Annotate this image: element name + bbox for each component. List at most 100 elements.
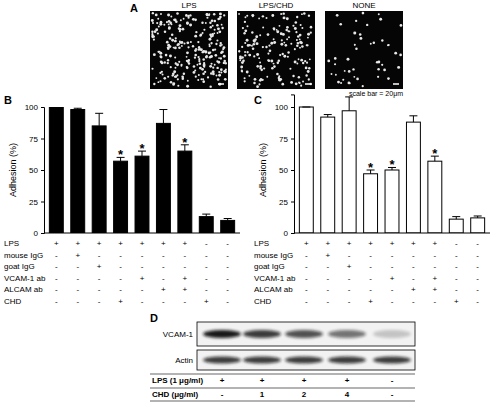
y-tick-mark <box>41 107 44 108</box>
cell <box>153 83 155 85</box>
cell <box>244 77 246 79</box>
image-title: LPS/CHD <box>259 1 294 10</box>
cell <box>197 41 199 43</box>
cell <box>281 83 284 86</box>
band-label: Actin <box>175 356 193 365</box>
condition-mark: - <box>98 297 101 306</box>
cell <box>307 70 310 73</box>
condition-mark: - <box>434 262 437 271</box>
plot-area <box>299 97 484 233</box>
cell <box>286 38 288 40</box>
cell <box>296 39 298 41</box>
y-tick-mark <box>291 139 294 140</box>
cell <box>197 79 199 81</box>
cell <box>342 79 344 81</box>
condition-mark: - <box>455 251 458 260</box>
cell <box>297 42 299 44</box>
condition-mark: - <box>98 285 101 294</box>
condition-mark: - <box>98 251 101 260</box>
cell <box>256 85 259 88</box>
cell <box>214 29 216 31</box>
condition-mark: - <box>205 239 208 248</box>
condition-label: goat IgG <box>254 262 285 271</box>
cell <box>164 31 167 34</box>
condition-mark: - <box>76 297 79 306</box>
bar <box>385 170 399 233</box>
blot-band <box>373 330 411 338</box>
condition-mark: - <box>184 251 187 260</box>
y-tick: 50 <box>29 166 44 175</box>
cell <box>194 49 197 52</box>
condition-mark: - <box>412 262 415 271</box>
condition-label: VCAM-1 ab <box>4 274 46 283</box>
cell <box>208 43 210 45</box>
condition-label: VCAM-1 ab <box>254 274 296 283</box>
cell <box>175 20 178 23</box>
cell <box>210 55 213 58</box>
cell <box>199 34 202 37</box>
error-bar <box>202 214 210 217</box>
condition-mark: - <box>305 274 308 283</box>
condition-mark: - <box>476 262 479 271</box>
condition-mark: - <box>326 262 329 271</box>
error-bar-cap <box>324 114 332 115</box>
cell <box>152 12 154 14</box>
y-tick-label: 25 <box>279 198 288 207</box>
cell <box>157 81 159 83</box>
y-tick-label: 25 <box>29 198 38 207</box>
cell <box>387 44 389 46</box>
cell <box>166 41 169 44</box>
cell <box>294 61 297 64</box>
cell <box>266 17 268 19</box>
cell <box>193 65 196 68</box>
cell <box>260 69 263 72</box>
condition-mark: - <box>412 297 415 306</box>
y-axis-title: Adhesion (%) <box>258 143 268 197</box>
cell <box>218 57 220 59</box>
blot-band <box>373 357 411 364</box>
cell <box>212 49 215 52</box>
cell <box>208 51 211 54</box>
condition-label: CHD (μg/ml) <box>152 390 199 399</box>
cell <box>381 39 383 41</box>
cell <box>212 25 214 27</box>
scale-bar <box>393 83 399 85</box>
bar <box>406 122 420 233</box>
y-tick: 75 <box>279 135 294 144</box>
cell <box>162 73 164 75</box>
cell <box>261 79 263 81</box>
cell <box>174 56 176 58</box>
condition-label: CHD <box>254 297 272 306</box>
condition-mark: + <box>220 376 225 385</box>
cell <box>294 27 297 30</box>
cell <box>203 62 205 64</box>
condition-mark: + <box>325 239 330 248</box>
condition-mark: - <box>205 274 208 283</box>
cell <box>243 32 245 34</box>
cell <box>183 42 185 44</box>
cell <box>248 54 250 56</box>
bar <box>178 151 192 233</box>
cell <box>258 83 260 85</box>
cell <box>253 82 255 84</box>
y-tick-mark <box>41 233 44 234</box>
cell <box>268 44 270 46</box>
error-bar-stem <box>413 116 414 122</box>
cell <box>167 46 170 49</box>
condition-mark: - <box>326 274 329 283</box>
cell <box>308 78 310 80</box>
cell <box>155 28 158 31</box>
cell <box>376 61 378 63</box>
condition-mark: - <box>369 285 372 294</box>
cell <box>286 26 289 29</box>
cell <box>220 68 223 71</box>
condition-mark: - <box>412 274 415 283</box>
cell <box>267 33 270 36</box>
cell <box>173 19 175 21</box>
condition-mark: - <box>119 262 122 271</box>
cell <box>223 60 226 63</box>
condition-mark: + <box>325 251 330 260</box>
cell <box>256 65 259 68</box>
error-bar-stem <box>163 110 164 124</box>
condition-mark: - <box>141 251 144 260</box>
